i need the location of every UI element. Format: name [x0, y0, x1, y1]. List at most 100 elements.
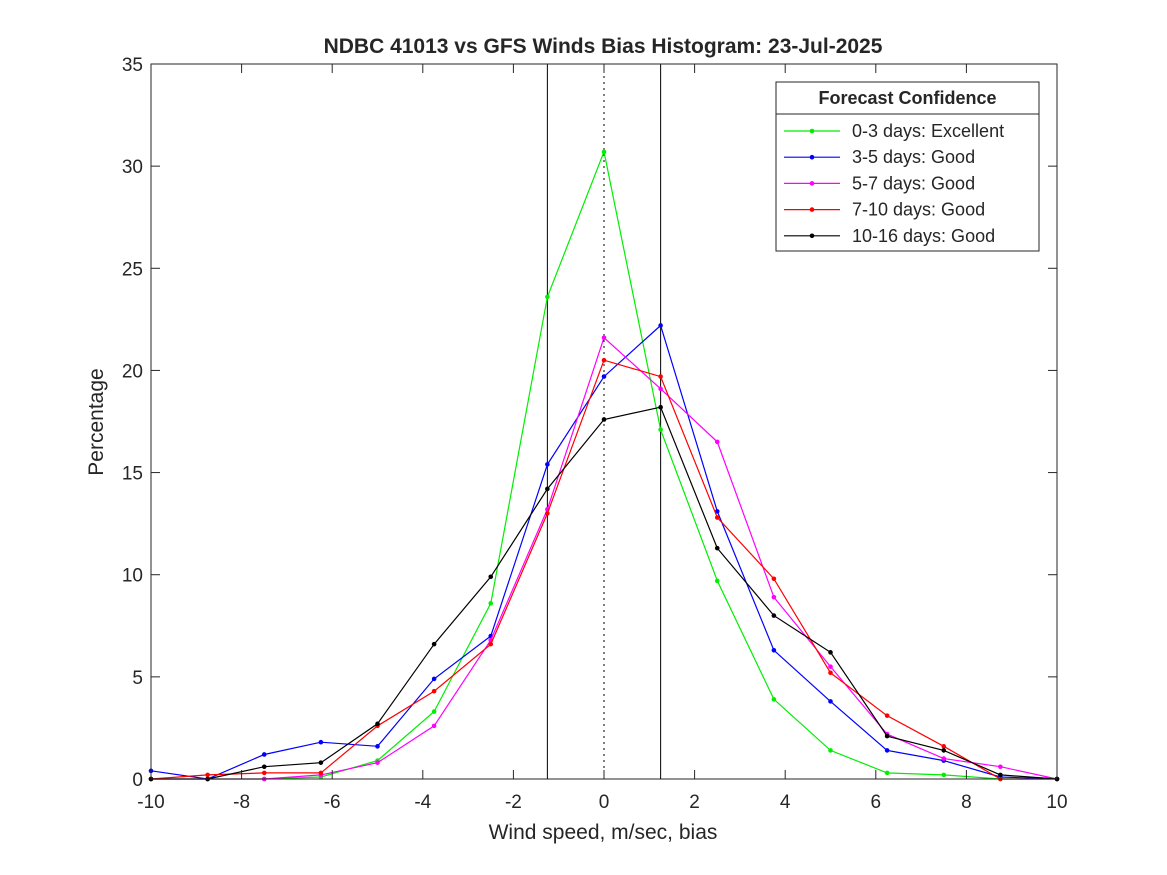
data-point: [318, 770, 324, 776]
y-tick-label: 15: [122, 464, 143, 485]
data-point: [431, 709, 437, 714]
x-tick-label: 0: [599, 792, 610, 813]
legend-label: 7-10 days: Good: [852, 200, 985, 220]
data-point: [601, 374, 607, 379]
series-3: [148, 357, 1060, 782]
y-tick-label: 5: [132, 668, 143, 689]
data-point: [601, 417, 607, 422]
data-point: [205, 772, 210, 778]
legend-marker: [809, 128, 815, 134]
x-tick-label: -10: [137, 792, 164, 813]
data-point: [828, 748, 833, 753]
y-tick-label: 20: [122, 361, 143, 382]
data-point: [884, 733, 890, 739]
data-point: [601, 335, 607, 341]
legend: Forecast Confidence 0-3 days: Excellent 3…: [775, 81, 1040, 252]
data-point: [941, 756, 947, 761]
data-point: [261, 770, 267, 776]
data-point: [714, 509, 720, 514]
data-point: [375, 721, 380, 727]
data-point: [941, 744, 947, 749]
y-tick-label: 35: [122, 55, 143, 76]
data-point: [488, 641, 494, 647]
legend-marker: [809, 207, 815, 212]
legend-title: Forecast Confidence: [818, 88, 996, 108]
y-tick-label: 0: [132, 770, 143, 791]
data-point: [998, 772, 1003, 778]
legend-label: 3-5 days: Good: [852, 147, 975, 167]
legend-marker: [809, 154, 815, 160]
legend-marker: [809, 233, 815, 239]
legend-box: [775, 113, 1040, 252]
legend-title-box: [775, 81, 1040, 115]
data-point: [771, 648, 777, 653]
data-point: [941, 772, 947, 778]
data-point: [998, 764, 1003, 770]
x-tick-label: -8: [233, 792, 250, 813]
data-point: [771, 613, 777, 618]
data-point: [714, 439, 720, 445]
legend-label: 0-3 days: Excellent: [852, 121, 1004, 141]
x-tick-label: -2: [505, 792, 522, 813]
x-tick-label: 4: [780, 792, 791, 813]
legend-label: 5-7 days: Good: [852, 173, 975, 193]
data-point: [545, 511, 550, 516]
data-point: [658, 386, 663, 392]
data-point: [771, 697, 777, 702]
data-point: [545, 486, 550, 492]
data-point: [261, 752, 267, 757]
x-tick-label: -6: [324, 792, 341, 813]
data-point: [375, 744, 380, 749]
data-point: [884, 748, 890, 753]
data-point: [714, 515, 720, 520]
legend-entries: 0-3 days: Excellent 3-5 days: Good 5-7 day…: [784, 121, 1004, 246]
data-point: [714, 545, 720, 551]
data-point: [828, 670, 833, 676]
y-tick-label: 25: [122, 259, 143, 280]
x-tick-label: 10: [1046, 792, 1067, 813]
data-point: [601, 149, 607, 155]
data-point: [431, 641, 437, 647]
data-point: [431, 723, 437, 729]
data-point: [601, 357, 607, 363]
data-point: [488, 601, 494, 606]
data-point: [771, 576, 777, 582]
data-point: [884, 713, 890, 718]
data-point: [545, 462, 550, 467]
x-axis-label: Wind speed, m/sec, bias: [489, 821, 718, 844]
data-point: [261, 764, 267, 770]
data-point: [488, 574, 494, 580]
x-axis-ticks: -10 -8 -6 -4 -2 0 2 4 6 8 10: [137, 64, 1068, 813]
data-point: [884, 770, 890, 776]
data-point: [714, 578, 720, 584]
legend-label: 10-16 days: Good: [852, 226, 995, 246]
data-point: [658, 404, 663, 410]
data-point: [431, 676, 437, 682]
data-point: [431, 688, 437, 694]
data-point: [828, 699, 833, 704]
chart-title: NDBC 41013 vs GFS Winds Bias Histogram: …: [324, 35, 883, 58]
data-point: [658, 374, 663, 379]
y-axis-label: Percentage: [85, 368, 108, 475]
reference-lines: [546, 64, 662, 779]
x-tick-label: 2: [689, 792, 700, 813]
series-4: [148, 404, 1060, 782]
data-point: [318, 760, 324, 765]
legend-marker: [809, 181, 815, 186]
data-point: [658, 427, 663, 432]
x-tick-label: 6: [871, 792, 882, 813]
data-point: [828, 664, 833, 669]
data-point: [375, 760, 380, 765]
y-tick-label: 10: [122, 566, 143, 587]
series-layer: [148, 149, 1060, 782]
x-tick-label: -4: [414, 792, 431, 813]
data-point: [771, 594, 777, 600]
data-point: [658, 323, 663, 328]
data-point: [941, 748, 947, 753]
data-point: [545, 294, 550, 300]
x-tick-label: 8: [961, 792, 972, 813]
data-point: [318, 739, 324, 745]
y-tick-label: 30: [122, 157, 143, 178]
y-axis-ticks: 0 5 10 15 20 25 30 35: [122, 55, 1057, 791]
